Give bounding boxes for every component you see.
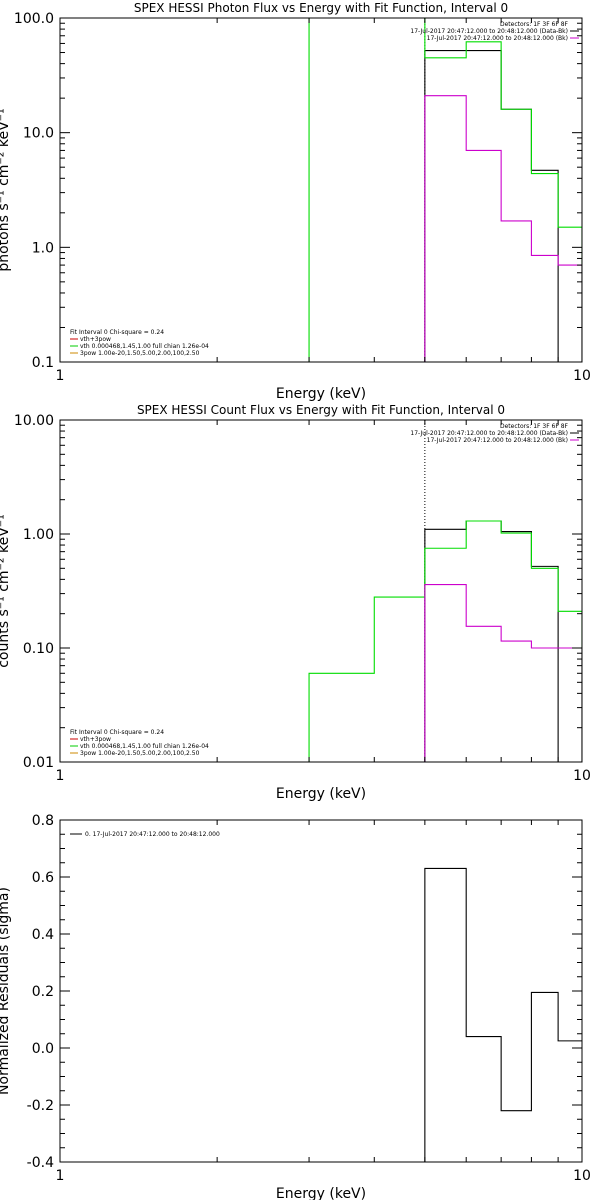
y-tick-label: 1.00 (23, 527, 54, 543)
legend-entry-label: Fit Interval 0 Chi-square = 0.24 (70, 729, 164, 736)
series-3-histogram (424, 584, 582, 762)
chart-panel-1: SPEX HESSI Photon Flux vs Energy with Fi… (0, 1, 591, 402)
y-tick-label: 0.6 (32, 870, 54, 886)
x-tick-label: 1 (56, 768, 65, 784)
x-tick-label: 1 (56, 368, 65, 384)
chart-title: SPEX HESSI Photon Flux vs Energy with Fi… (134, 1, 508, 15)
y-tick-label: 0.01 (23, 755, 54, 771)
x-tick-label: 10 (573, 1168, 591, 1184)
y-tick-label: 10.00 (14, 413, 54, 429)
y-tick-label: 0.8 (32, 813, 54, 829)
legend-entry-label: Detectors: 1F 3F 6F 8F (500, 423, 569, 430)
legend-entry-label: 3pow 1.00e-20,1.50,5.00,2.00,100,2.50 (80, 350, 200, 357)
legend-entry-label: 0. 17-Jul-2017 20:47:12.000 to 20:48:12.… (85, 831, 220, 838)
series-2-histogram (308, 520, 582, 762)
legend-entry-label: vth+3pow (80, 336, 111, 343)
legend-entry-label: Fit Interval 0 Chi-square = 0.24 (70, 329, 164, 336)
axis-frame (59, 17, 583, 363)
chart-title: SPEX HESSI Count Flux vs Energy with Fit… (137, 403, 505, 417)
y-tick-label: -0.4 (27, 1155, 54, 1171)
legend-entry-label: vth+3pow (80, 736, 111, 743)
y-axis-label: Normalized Residuals (sigma) (0, 887, 12, 1095)
x-axis-label: Energy (keV) (276, 386, 366, 402)
legend-entry-label: vth 0.000468,1.45,1.00 full chian 1.26e-… (80, 743, 209, 750)
legend-entry-label: 3pow 1.00e-20,1.50,5.00,2.00,100,2.50 (80, 750, 200, 757)
y-tick-label: -0.2 (27, 1098, 54, 1114)
x-tick-label: 1 (56, 1168, 65, 1184)
y-tick-label: 0.1 (32, 355, 54, 371)
plot-area (424, 867, 582, 1162)
legend-entry-label: 17-Jul-2017 20:47:12.000 to 20:48:12.000… (410, 28, 568, 35)
series-1-histogram (424, 520, 559, 762)
x-axis-label: Energy (keV) (276, 786, 366, 802)
y-tick-label: 0.0 (32, 1041, 54, 1057)
chart-panel-3: 1 10 Energy (keV) 0.8 0.6 0.4 0.2 0.0 -0.2 -0.4 No… (0, 813, 591, 1200)
legend-entry-label: vth 0.000468,1.45,1.00 full chian 1.26e-… (80, 343, 209, 350)
y-axis-label: photons s⁻¹ cm⁻² keV⁻¹ (0, 108, 12, 271)
series-2-histogram (308, 18, 582, 362)
legend-entry-label: 17-Jul-2017 20:47:12.000 to 20:48:12.000… (427, 35, 568, 42)
x-tick-label: 10 (573, 768, 591, 784)
plot-area (308, 420, 582, 762)
y-tick-label: 100.0 (14, 11, 54, 27)
series-1-histogram (424, 50, 559, 362)
y-axis-label: counts s⁻¹ cm⁻² keV⁻¹ (0, 514, 12, 668)
series-3-histogram (424, 95, 582, 362)
y-tick-label: 10.0 (23, 126, 54, 142)
y-tick-label: 1.0 (32, 240, 54, 256)
legend-entry-label: 17-Jul-2017 20:47:12.000 to 20:48:12.000… (410, 430, 568, 437)
legend-entry-label: Detectors: 1F 3F 6F 8F (500, 21, 569, 28)
plot-area (308, 18, 582, 362)
x-tick-label: 10 (573, 368, 591, 384)
y-tick-label: 0.4 (32, 927, 54, 943)
y-tick-label: 0.10 (23, 641, 54, 657)
axis-frame (59, 419, 583, 763)
y-tick-label: 0.2 (32, 984, 54, 1000)
series-1-histogram (424, 867, 582, 1162)
x-axis-label: Energy (keV) (276, 1186, 366, 1200)
legend-entry-label: 17-Jul-2017 20:47:12.000 to 20:48:12.000… (427, 437, 568, 444)
chart-panel-2: SPEX HESSI Count Flux vs Energy with Fit… (0, 403, 591, 802)
